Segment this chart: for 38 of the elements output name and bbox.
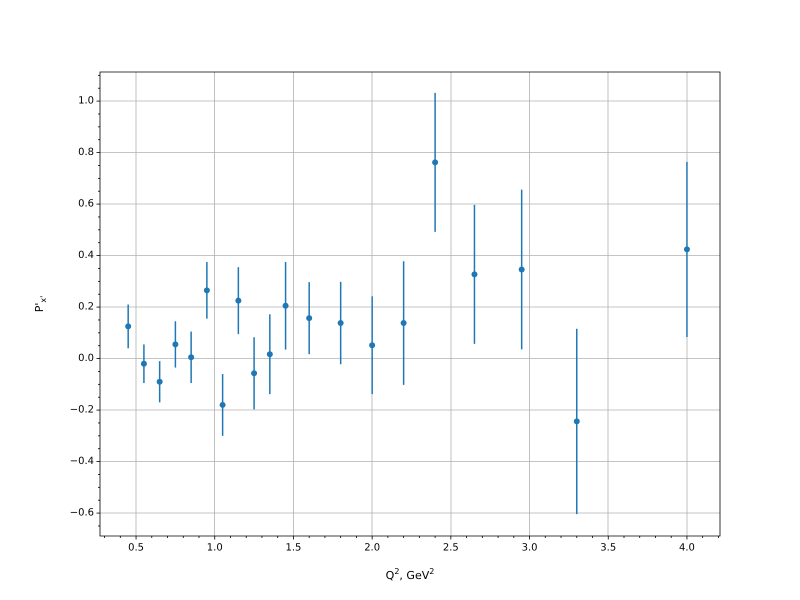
- y-tick-label: 1.0: [78, 96, 94, 107]
- x-tick-label: 3.0: [522, 542, 538, 554]
- y-tick-label: 0.6: [78, 198, 94, 210]
- point: [125, 323, 132, 330]
- point: [369, 342, 376, 348]
- point: [306, 315, 312, 322]
- point: [251, 370, 258, 376]
- point: [220, 402, 226, 408]
- point: [432, 159, 438, 166]
- y-tick-label: 0.0: [78, 353, 94, 364]
- point: [574, 418, 580, 424]
- y-tick-label: 0.4: [78, 250, 94, 262]
- point: [400, 320, 407, 326]
- point: [518, 266, 525, 272]
- x-tick-label: 4.0: [678, 542, 695, 554]
- x-tick-label: 2.0: [364, 542, 380, 554]
- point: [338, 320, 344, 326]
- x-tick-label: 0.5: [128, 542, 144, 554]
- point: [684, 246, 690, 252]
- point: [235, 298, 242, 304]
- x-tick-label: 1.5: [285, 542, 302, 554]
- y-tick-label: 0.2: [78, 302, 94, 313]
- x-tick-label: 3.5: [600, 542, 616, 554]
- y-tick-label: −0.6: [70, 508, 94, 519]
- x-tick-label: 2.5: [442, 542, 459, 554]
- point: [471, 271, 478, 278]
- point: [204, 287, 210, 294]
- y-tick-label: 0.8: [78, 147, 94, 158]
- y-tick-label: −0.2: [70, 404, 94, 416]
- x-tick-label: 1.0: [206, 542, 223, 554]
- point: [266, 351, 273, 358]
- point: [188, 354, 194, 360]
- point: [282, 302, 289, 309]
- y-tick-label: −0.4: [70, 456, 94, 468]
- point: [156, 378, 163, 385]
- point: [172, 341, 178, 348]
- point: [140, 360, 147, 367]
- y-axis-title: P'x': [32, 296, 48, 312]
